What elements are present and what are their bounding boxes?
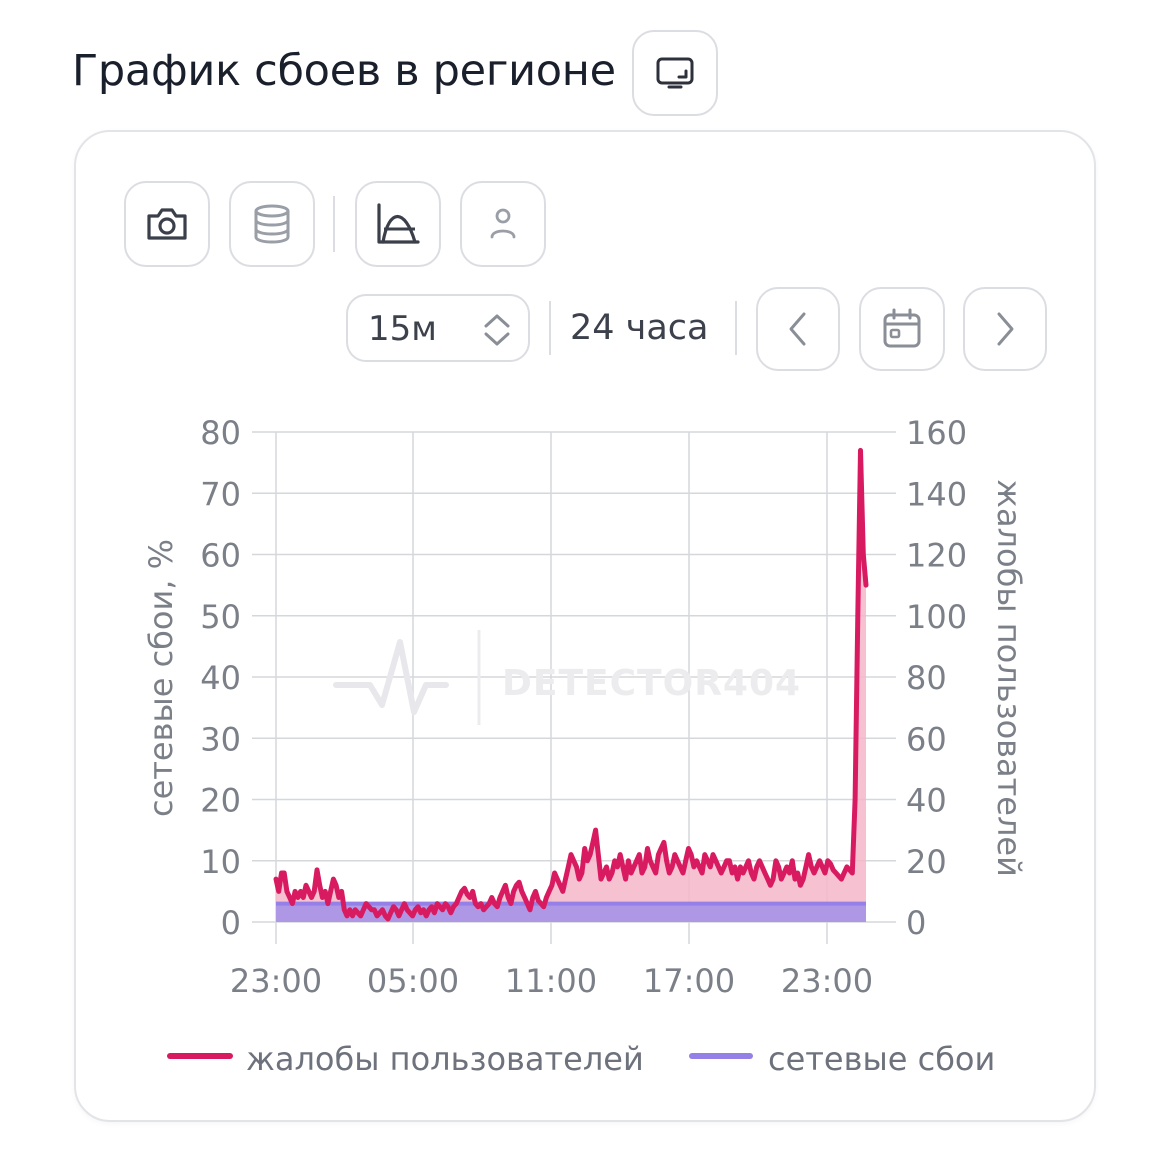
y-right-tick-label: 100 — [906, 598, 967, 636]
x-tick-label: 23:00 — [781, 962, 873, 1000]
y-left-tick-label: 80 — [200, 414, 241, 452]
period-label[interactable]: 24 часа — [570, 308, 709, 348]
fullscreen-button[interactable] — [632, 30, 718, 116]
pulse-logo-icon — [333, 639, 449, 715]
series-complaints-area — [276, 450, 866, 922]
screenshot-button[interactable] — [124, 181, 210, 267]
chevron-right-icon — [997, 312, 1014, 346]
y-left-tick-label: 70 — [200, 475, 241, 513]
y-right-tick-label: 40 — [906, 782, 947, 820]
y-right-tick-label: 20 — [906, 843, 947, 881]
x-tick-label: 11:00 — [505, 962, 597, 1000]
user-icon — [490, 208, 516, 239]
toolbar-divider — [333, 196, 335, 252]
y-left-tick-label: 50 — [200, 598, 241, 636]
updown-chevron-icon — [484, 314, 510, 346]
y-right-tick-label: 0 — [906, 904, 926, 942]
data-button[interactable] — [229, 181, 315, 267]
database-icon — [254, 204, 290, 244]
watermark-text: DETECTOR404 — [502, 663, 801, 704]
chart-type-button[interactable] — [355, 181, 441, 267]
right-axis-title: жалобы пользователей — [990, 479, 1028, 877]
user-button[interactable] — [460, 181, 546, 267]
y-right-tick-label: 60 — [906, 720, 947, 758]
controls-divider-2 — [735, 301, 737, 355]
y-right-tick-label: 120 — [906, 537, 967, 575]
interval-value: 15м — [368, 309, 437, 349]
legend-label-network[interactable]: сетевые сбои — [768, 1040, 995, 1078]
curve-chart-icon — [377, 203, 420, 244]
y-right-tick-label: 80 — [906, 659, 947, 697]
y-left-tick-label: 20 — [200, 782, 241, 820]
x-tick-label: 17:00 — [643, 962, 735, 1000]
legend: жалобы пользователей сетевые сбои — [167, 1040, 995, 1078]
camera-icon — [147, 208, 187, 240]
y-left-tick-label: 0 — [221, 904, 241, 942]
next-period-button[interactable] — [963, 287, 1047, 371]
page-title: График сбоев в регионе — [72, 46, 616, 96]
y-right-tick-label: 140 — [906, 475, 967, 513]
prev-period-button[interactable] — [756, 287, 840, 371]
left-axis-title: сетевые сбои, % — [142, 539, 180, 817]
interval-select[interactable]: 15м — [346, 294, 530, 362]
y-left-tick-label: 40 — [200, 659, 241, 697]
screen-icon — [656, 57, 694, 89]
series-complaints-line — [273, 447, 869, 922]
y-right-tick-label: 160 — [906, 414, 967, 452]
controls-divider-1 — [549, 301, 551, 355]
calendar-button[interactable] — [859, 287, 945, 371]
y-left-tick-label: 30 — [200, 720, 241, 758]
chevron-left-icon — [789, 312, 806, 346]
y-left-tick-label: 60 — [200, 537, 241, 575]
calendar-icon — [883, 308, 921, 348]
series — [273, 447, 869, 922]
x-tick-label: 05:00 — [367, 962, 459, 1000]
axes: 0 0 10 20 20 40 30 60 40 80 50 100 60 120 70 140 80 160 23… — [200, 414, 967, 1000]
legend-label-complaints[interactable]: жалобы пользователей — [246, 1040, 644, 1078]
watermark: DETECTOR404 — [333, 630, 801, 725]
y-left-tick-label: 10 — [200, 843, 241, 881]
x-tick-label: 23:00 — [230, 962, 322, 1000]
